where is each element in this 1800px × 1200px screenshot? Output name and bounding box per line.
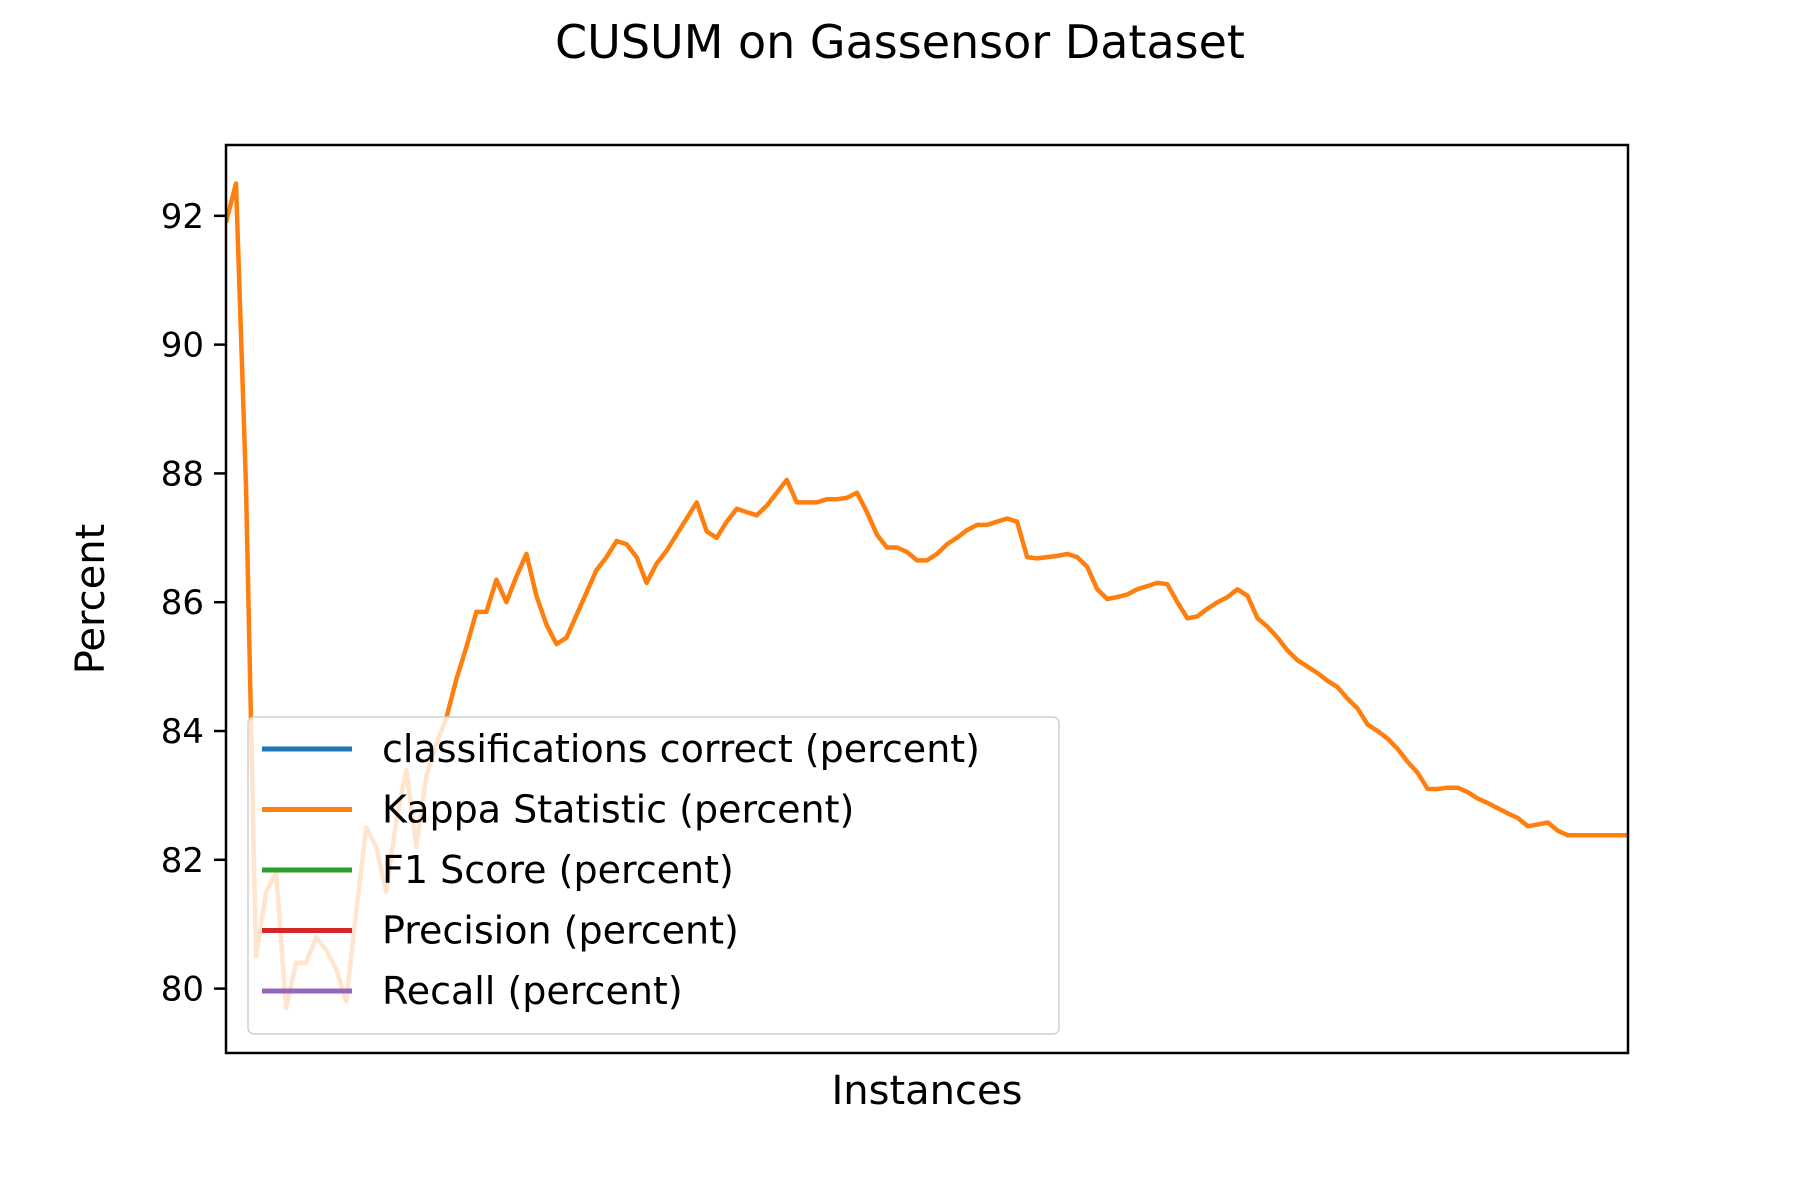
legend-label-3: Precision (percent) <box>382 909 739 953</box>
y-tick-label: 88 <box>161 454 204 494</box>
legend-label-2: F1 Score (percent) <box>382 848 734 892</box>
x-axis-label: Instances <box>832 1068 1023 1114</box>
plot-area <box>226 181 1628 1011</box>
y-tick-label: 92 <box>161 197 204 237</box>
legend-label-1: Kappa Statistic (percent) <box>382 788 854 832</box>
legend: classifications correct (percent) Kappa S… <box>247 716 1060 1035</box>
series-line-1 <box>226 181 1628 1011</box>
y-tick-label: 84 <box>161 712 204 752</box>
y-axis-label: Percent <box>68 524 114 675</box>
plot-frame <box>224 143 1630 1055</box>
legend-label-0: classifications correct (percent) <box>382 727 980 771</box>
chart-title: CUSUM on Gassensor Dataset <box>555 15 1245 69</box>
legend-label-4: Recall (percent) <box>382 969 683 1013</box>
y-axis-ticks: 80 82 84 86 88 90 92 <box>161 197 226 1010</box>
y-tick-label: 82 <box>161 841 204 881</box>
legend-box <box>247 716 1060 1035</box>
y-tick-label: 80 <box>161 970 204 1010</box>
y-tick-label: 86 <box>161 583 204 623</box>
y-tick-label: 90 <box>161 326 204 366</box>
